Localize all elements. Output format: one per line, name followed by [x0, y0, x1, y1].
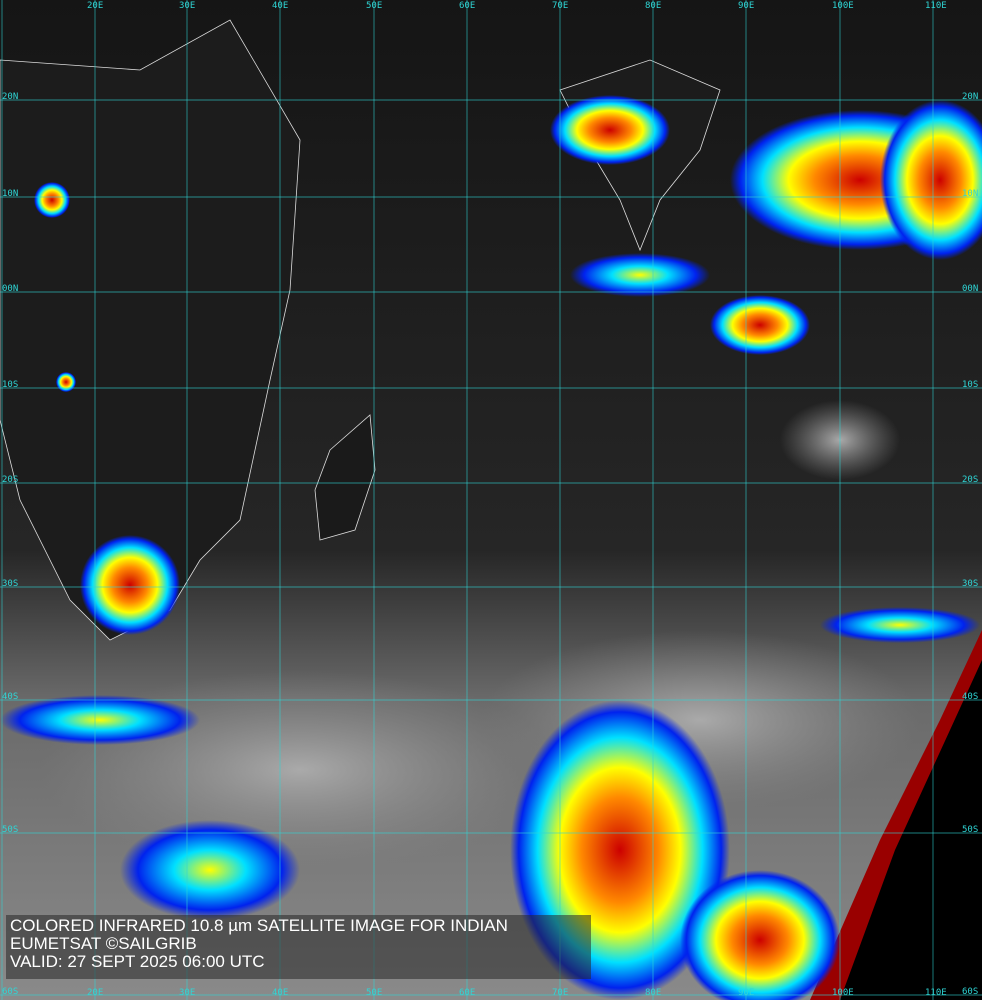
- longitude-label: 70E: [552, 1, 568, 11]
- image-caption: COLORED INFRARED 10.8 µm SATELLITE IMAGE…: [6, 915, 591, 979]
- latitude-label: 10N: [962, 189, 978, 199]
- latitude-label: 40S: [962, 692, 978, 702]
- longitude-label: 20E: [87, 988, 103, 998]
- longitude-label: 90E: [738, 1, 754, 11]
- longitude-label: 60E: [459, 1, 475, 11]
- latitude-label: 00N: [2, 284, 18, 294]
- longitude-label: 30E: [179, 988, 195, 998]
- latitude-label: 10S: [2, 380, 18, 390]
- latitude-label: 40S: [2, 692, 18, 702]
- latitude-label: 60S: [2, 987, 18, 997]
- latitude-label: 50S: [962, 825, 978, 835]
- longitude-label: 100E: [832, 988, 854, 998]
- longitude-label: 50E: [366, 1, 382, 11]
- latitude-label: 50S: [2, 825, 18, 835]
- latitude-label: 30S: [962, 579, 978, 589]
- longitude-label: 70E: [552, 988, 568, 998]
- longitude-label: 110E: [925, 988, 947, 998]
- longitude-label: 30E: [179, 1, 195, 11]
- longitude-label: 20E: [87, 1, 103, 11]
- latitude-label: 30S: [2, 579, 18, 589]
- caption-valid-time: VALID: 27 SEPT 2025 06:00 UTC: [10, 953, 587, 971]
- longitude-label: 110E: [925, 1, 947, 11]
- caption-title: COLORED INFRARED 10.8 µm SATELLITE IMAGE…: [10, 917, 587, 935]
- longitude-label: 80E: [645, 988, 661, 998]
- latitude-label: 20N: [962, 92, 978, 102]
- longitude-label: 80E: [645, 1, 661, 11]
- latitude-label: 60S: [962, 987, 978, 997]
- longitude-label: 40E: [272, 988, 288, 998]
- caption-source: EUMETSAT ©SAILGRIB: [10, 935, 587, 953]
- latitude-label: 00N: [962, 284, 978, 294]
- longitude-label: 90E: [738, 988, 754, 998]
- longitude-label: 40E: [272, 1, 288, 11]
- latitude-label: 10S: [962, 380, 978, 390]
- latitude-label: 20N: [2, 92, 18, 102]
- latitude-label: 20S: [2, 475, 18, 485]
- latitude-label: 10N: [2, 189, 18, 199]
- latitude-label: 20S: [962, 475, 978, 485]
- longitude-label: 60E: [459, 988, 475, 998]
- longitude-label: 50E: [366, 988, 382, 998]
- longitude-label: 100E: [832, 1, 854, 11]
